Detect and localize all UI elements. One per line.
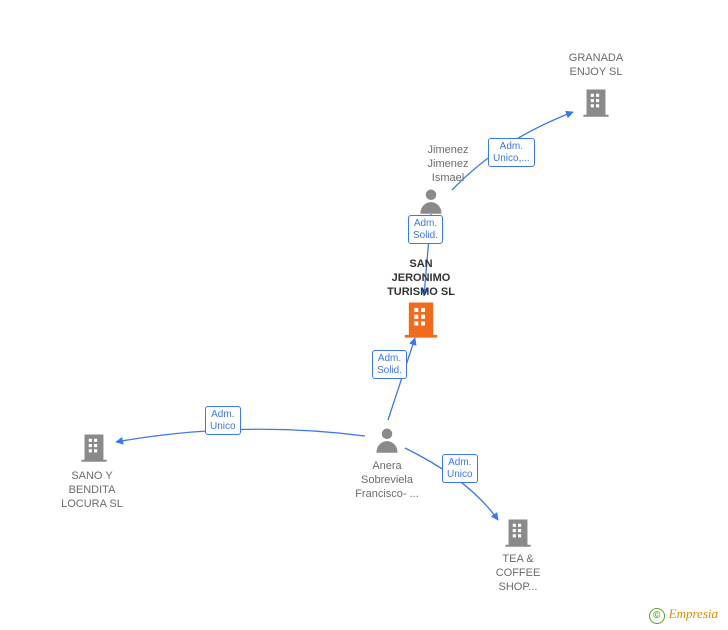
node-label[interactable]: Jimenez Jimenez Ismael: [398, 144, 498, 185]
node-label[interactable]: SAN JERONIMO TURISMO SL: [371, 258, 471, 299]
watermark: ©Empresia: [649, 606, 718, 624]
node-label[interactable]: Anera Sobreviela Francisco- ...: [337, 460, 437, 501]
person-icon[interactable]: [421, 190, 442, 214]
edge-label: Adm. Solid.: [372, 350, 407, 379]
edge-label: Adm. Unico: [442, 454, 478, 483]
node-label[interactable]: GRANADA ENJOY SL: [546, 52, 646, 80]
edges: [116, 112, 573, 520]
edge-label: Adm. Unico,...: [488, 138, 535, 167]
edge-label: Adm. Solid.: [408, 215, 443, 244]
node-label[interactable]: SANO Y BENDITA LOCURA SL: [42, 470, 142, 511]
node-label[interactable]: TEA & COFFEE SHOP...: [468, 553, 568, 594]
building-icon[interactable]: [505, 520, 530, 547]
building-icon[interactable]: [583, 90, 608, 117]
building-icon[interactable]: [405, 303, 437, 338]
edge-label: Adm. Unico: [205, 406, 241, 435]
person-icon[interactable]: [377, 429, 398, 453]
network-graph: [0, 0, 728, 630]
building-icon[interactable]: [81, 435, 106, 462]
